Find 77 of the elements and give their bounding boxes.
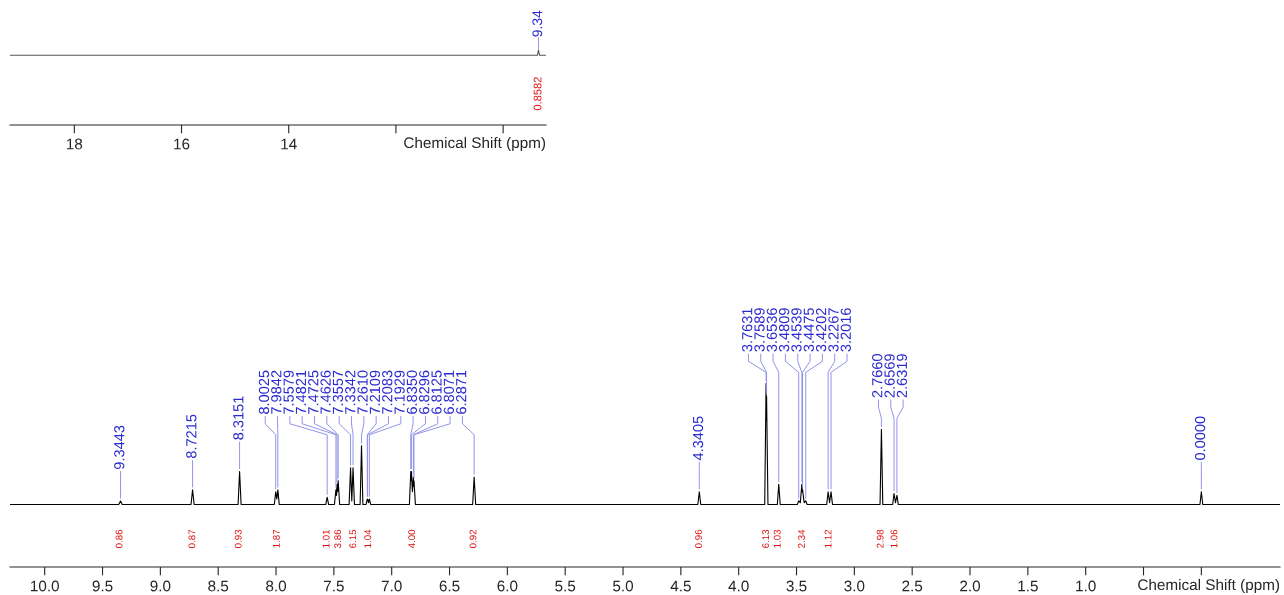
x-tick-label: 10.0 <box>31 580 59 592</box>
annotation: 2.6319 <box>896 354 908 398</box>
x-tick-label: 7.0 <box>381 580 402 592</box>
annotation: 0.8582 <box>533 77 542 111</box>
x-tick-label: 7.5 <box>324 580 344 592</box>
annotation: 4.3405 <box>692 416 704 461</box>
x-tick-label: 14 <box>281 138 297 150</box>
x-axis-title: Chemical Shift (ppm) <box>404 136 546 152</box>
annotation: 7.3342 <box>345 370 356 414</box>
x-tick-label: 5.0 <box>613 580 634 592</box>
annotation: 2.34 <box>798 529 805 548</box>
annotation: 7.2610 <box>357 370 368 414</box>
x-tick-label: 18 <box>66 138 83 150</box>
annotation: 7.4821 <box>295 370 307 414</box>
annotation: 2.98 <box>876 529 884 548</box>
x-tick-label: 8.5 <box>208 580 229 592</box>
x-tick-label: 3.5 <box>786 580 807 592</box>
x-tick-label: 4.0 <box>728 580 749 592</box>
annotation: 1.04 <box>364 529 372 548</box>
x-tick-label: 9.5 <box>92 580 113 592</box>
annotation: 8.7215 <box>186 414 197 459</box>
annotation: 8.3151 <box>233 396 244 440</box>
x-tick-label: 8.0 <box>266 580 287 592</box>
annotation: 3.7631 <box>742 308 753 352</box>
annotation: 0.86 <box>115 529 123 548</box>
annotation: 1.12 <box>824 529 832 548</box>
annotation: 9.34 <box>532 10 543 37</box>
annotation: 6.2871 <box>456 370 467 414</box>
x-tick-label: 5.5 <box>555 580 576 592</box>
x-tick-label: 3.0 <box>844 580 865 592</box>
annotation: 6.8296 <box>419 370 430 414</box>
annotation: 3.7589 <box>754 308 765 352</box>
annotation: 3.6536 <box>766 308 777 352</box>
annotation: 7.2109 <box>369 370 381 414</box>
annotation: 3.4809 <box>778 308 790 352</box>
x-tick-label: 2.5 <box>902 580 923 592</box>
x-tick-label: 16 <box>174 138 190 150</box>
annotation: 6.8071 <box>443 370 455 414</box>
x-tick-label: 6.5 <box>439 580 460 592</box>
x-tick-label: 2.0 <box>960 580 981 592</box>
annotation: 2.6569 <box>884 354 895 398</box>
annotation: 7.3557 <box>332 370 344 414</box>
annotation: 6.15 <box>349 529 357 548</box>
x-tick-label: 6.0 <box>497 580 518 592</box>
x-tick-label: 4.5 <box>670 580 691 592</box>
annotation: 2.7660 <box>872 354 883 398</box>
annotation: 6.8350 <box>406 370 418 414</box>
annotation: 3.2267 <box>828 308 839 352</box>
annotation: 3.4475 <box>803 308 814 352</box>
x-tick-label: 9.0 <box>150 580 171 592</box>
annotation: 6.13 <box>762 529 770 548</box>
annotation: 7.9842 <box>271 370 282 414</box>
annotation: 7.2083 <box>382 370 393 414</box>
annotation: 7.5579 <box>283 370 294 414</box>
annotation: 7.4626 <box>320 370 331 414</box>
annotation: 0.96 <box>695 529 702 548</box>
annotation: 6.8125 <box>431 370 442 414</box>
annotation: 3.4539 <box>791 308 802 352</box>
annotation: 1.03 <box>773 529 781 548</box>
annotation: 0.87 <box>188 529 196 548</box>
annotation: 1.87 <box>272 529 280 548</box>
annotation: 4.00 <box>408 529 416 549</box>
annotation: 0.92 <box>469 529 477 548</box>
annotation: 3.2016 <box>840 308 851 352</box>
annotation: 1.06 <box>890 529 898 548</box>
annotation: 7.4725 <box>308 370 319 414</box>
annotation: 0.0000 <box>1194 416 1206 460</box>
x-tick-label: 1.0 <box>1076 580 1096 592</box>
annotation: 7.1929 <box>394 370 405 414</box>
x-axis-title: Chemical Shift (ppm) <box>1138 578 1280 594</box>
annotation: 3.4202 <box>815 308 827 352</box>
x-tick-label: 1.5 <box>1018 580 1038 592</box>
annotation: 1.01 <box>322 529 330 548</box>
annotation: 8.0025 <box>258 370 270 414</box>
annotation: 9.3443 <box>114 425 125 469</box>
annotation: 0.93 <box>234 529 242 548</box>
annotation: 3.86 <box>334 529 342 548</box>
